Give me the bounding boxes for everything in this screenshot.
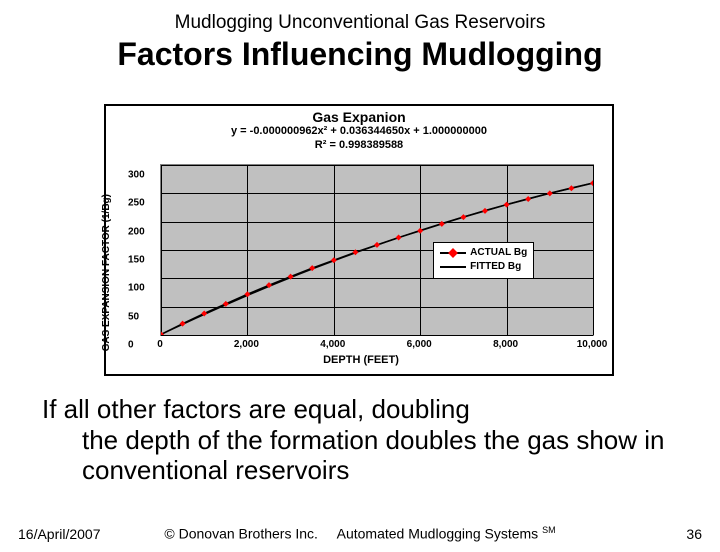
chart-figure: Gas Expanion y = -0.000000962x² + 0.0363… [104,104,614,376]
x-tick-label: 0 [157,339,163,350]
x-tick-label: 6,000 [407,339,432,350]
y-tick-label: 250 [128,198,145,209]
body-text: If all other factors are equal, doubling… [42,394,680,486]
x-axis-label: DEPTH (FEET) [120,354,602,366]
y-axis-label: GAS EXPANSION FACTOR (1/Bg) [101,194,112,351]
plot-area: ACTUAL BgFITTED Bg [160,164,594,336]
actual-marker [525,196,531,202]
actual-marker [374,242,380,248]
legend-label: ACTUAL Bg [470,246,527,260]
chart-equation: y = -0.000000962x² + 0.036344650x + 1.00… [106,125,612,153]
actual-marker [396,235,402,241]
y-tick-label: 100 [128,283,145,294]
actual-marker [439,221,445,227]
actual-marker [417,228,423,234]
x-tick-label: 2,000 [234,339,259,350]
legend-swatch [440,252,466,254]
x-tick-label: 8,000 [493,339,518,350]
body-line-rest: the depth of the formation doubles the g… [42,425,680,486]
supertitle: Mudlogging Unconventional Gas Reservoirs [0,12,720,34]
actual-marker [504,202,510,208]
chart-title: Gas Expanion [106,109,612,125]
chart-equation-line2: R² = 0.998389588 [315,139,403,151]
plot-wrap: GAS EXPANSION FACTOR (1/Bg) ACTUAL BgFIT… [120,164,602,364]
legend: ACTUAL BgFITTED Bg [433,242,534,279]
footer-sm: SM [542,525,556,535]
y-tick-label: 200 [128,226,145,237]
y-tick-label: 300 [128,170,145,181]
main-title: Factors Influencing Mudlogging [0,36,720,73]
actual-marker [568,185,574,191]
actual-marker [547,190,553,196]
body-line-first: If all other factors are equal, doubling [42,394,470,424]
gridline-h [161,335,593,336]
y-tick-label: 0 [128,340,134,351]
y-tick-label: 50 [128,311,139,322]
legend-item: ACTUAL Bg [440,246,527,260]
gridline-v [593,165,594,335]
legend-item: FITTED Bg [440,260,527,274]
chart-equation-line1: y = -0.000000962x² + 0.036344650x + 1.00… [231,125,487,137]
x-tick-label: 4,000 [320,339,345,350]
actual-marker [352,249,358,255]
legend-label: FITTED Bg [470,260,521,274]
y-tick-label: 150 [128,255,145,266]
actual-marker [460,214,466,220]
x-tick-label: 10,000 [577,339,608,350]
actual-marker [482,208,488,214]
actual-marker [590,180,593,186]
legend-swatch [440,266,466,268]
